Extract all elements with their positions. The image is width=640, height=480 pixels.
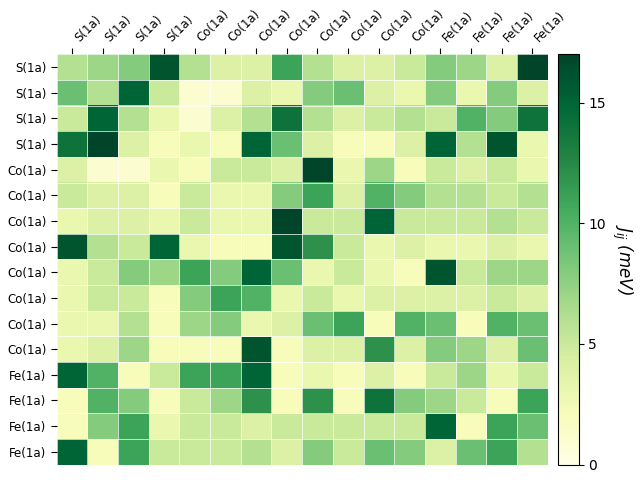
Y-axis label: $J_{ij}$ (meV): $J_{ij}$ (meV) xyxy=(609,224,634,295)
